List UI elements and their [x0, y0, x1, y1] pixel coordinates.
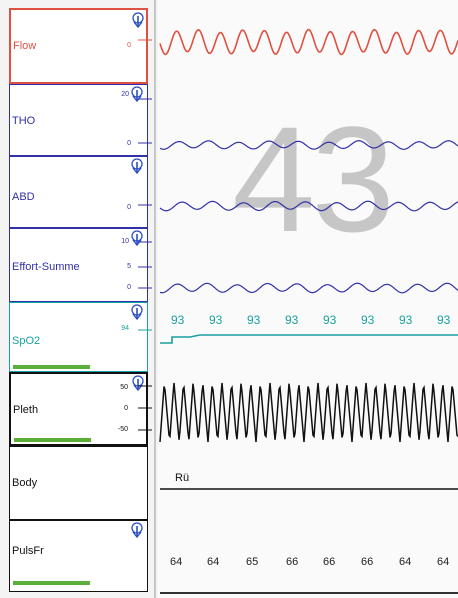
- info-icon[interactable]: [130, 12, 146, 29]
- pulse-rate-value: 64: [399, 556, 412, 568]
- pleth-tick-top: 50: [120, 384, 128, 391]
- pulsfr-signal-quality-bar: [13, 581, 90, 585]
- spo2-value: 93: [437, 313, 451, 327]
- channel-label-flow: Flow: [13, 40, 37, 52]
- channel-panel-abd[interactable]: ABD 0: [9, 156, 148, 228]
- channel-panel-spo2[interactable]: SpO2 94: [9, 302, 148, 372]
- channel-panel-tho[interactable]: THO 20 0: [9, 84, 148, 156]
- pulse-rate-value: 64: [207, 556, 220, 568]
- spo2-value: 93: [209, 313, 223, 327]
- info-icon[interactable]: [129, 158, 145, 175]
- channel-panel-flow[interactable]: Flow 0: [9, 8, 148, 84]
- tho-tick-top: 20: [121, 91, 129, 98]
- pulse-rate-value: 65: [246, 556, 259, 568]
- channel-panel-pulsfr[interactable]: PulsFr: [9, 520, 148, 592]
- channel-label-body: Body: [12, 477, 38, 489]
- channel-label-pleth: Pleth: [13, 404, 39, 416]
- spo2-signal-quality-bar: [13, 365, 90, 369]
- channel-label-abd: ABD: [12, 191, 35, 203]
- epoch-number-overlay: 43: [232, 95, 395, 263]
- pulse-rate-value: 66: [286, 556, 299, 568]
- effort-trace: [159, 282, 458, 294]
- spo2-trace: [160, 334, 458, 344]
- effort-tick-mid: 5: [127, 263, 131, 270]
- pulse-rate-value: 66: [323, 556, 336, 568]
- pleth-tick-bottom: -50: [117, 426, 128, 433]
- spo2-value: 93: [399, 313, 413, 327]
- pleth-signal-quality-bar: [14, 438, 91, 442]
- pulse-rate-value: 64: [170, 556, 183, 568]
- tho-tick-zero: 0: [127, 140, 131, 147]
- pleth-tick-mid: 0: [124, 405, 128, 412]
- channel-label-tho: THO: [12, 115, 36, 127]
- channel-label-effort-summe: Effort-Summe: [12, 261, 80, 273]
- info-icon[interactable]: [129, 304, 145, 321]
- spo2-value: 93: [247, 313, 261, 327]
- spo2-value: 93: [323, 313, 337, 327]
- channel-label-spo2: SpO2: [12, 335, 41, 347]
- channel-panel-effort-summe[interactable]: Effort-Summe 10 5 0: [9, 228, 148, 302]
- channel-panel-pleth[interactable]: Pleth 50 0 -50: [9, 372, 148, 446]
- channel-label-pulsfr: PulsFr: [12, 545, 44, 557]
- flow-trace: [159, 28, 458, 56]
- pulse-rate-value: 64: [437, 556, 450, 568]
- tho-trace: [159, 140, 458, 150]
- spo2-value: 93: [171, 313, 185, 327]
- pleth-trace: [159, 382, 458, 443]
- spo2-tick-top: 94: [121, 325, 129, 332]
- pulse-rate-value: 66: [361, 556, 374, 568]
- channel-panel-body[interactable]: Body: [9, 446, 148, 520]
- spo2-value: 93: [285, 313, 299, 327]
- flow-tick-zero: 0: [127, 42, 131, 49]
- effort-tick-top: 10: [121, 238, 129, 245]
- spo2-value: 93: [361, 313, 375, 327]
- info-icon[interactable]: [129, 86, 145, 103]
- abd-tick-zero: 0: [127, 204, 131, 211]
- effort-tick-zero: 0: [127, 284, 131, 291]
- body-position-label: Rü: [175, 472, 190, 484]
- abd-trace: [159, 200, 458, 212]
- info-icon[interactable]: [129, 522, 145, 539]
